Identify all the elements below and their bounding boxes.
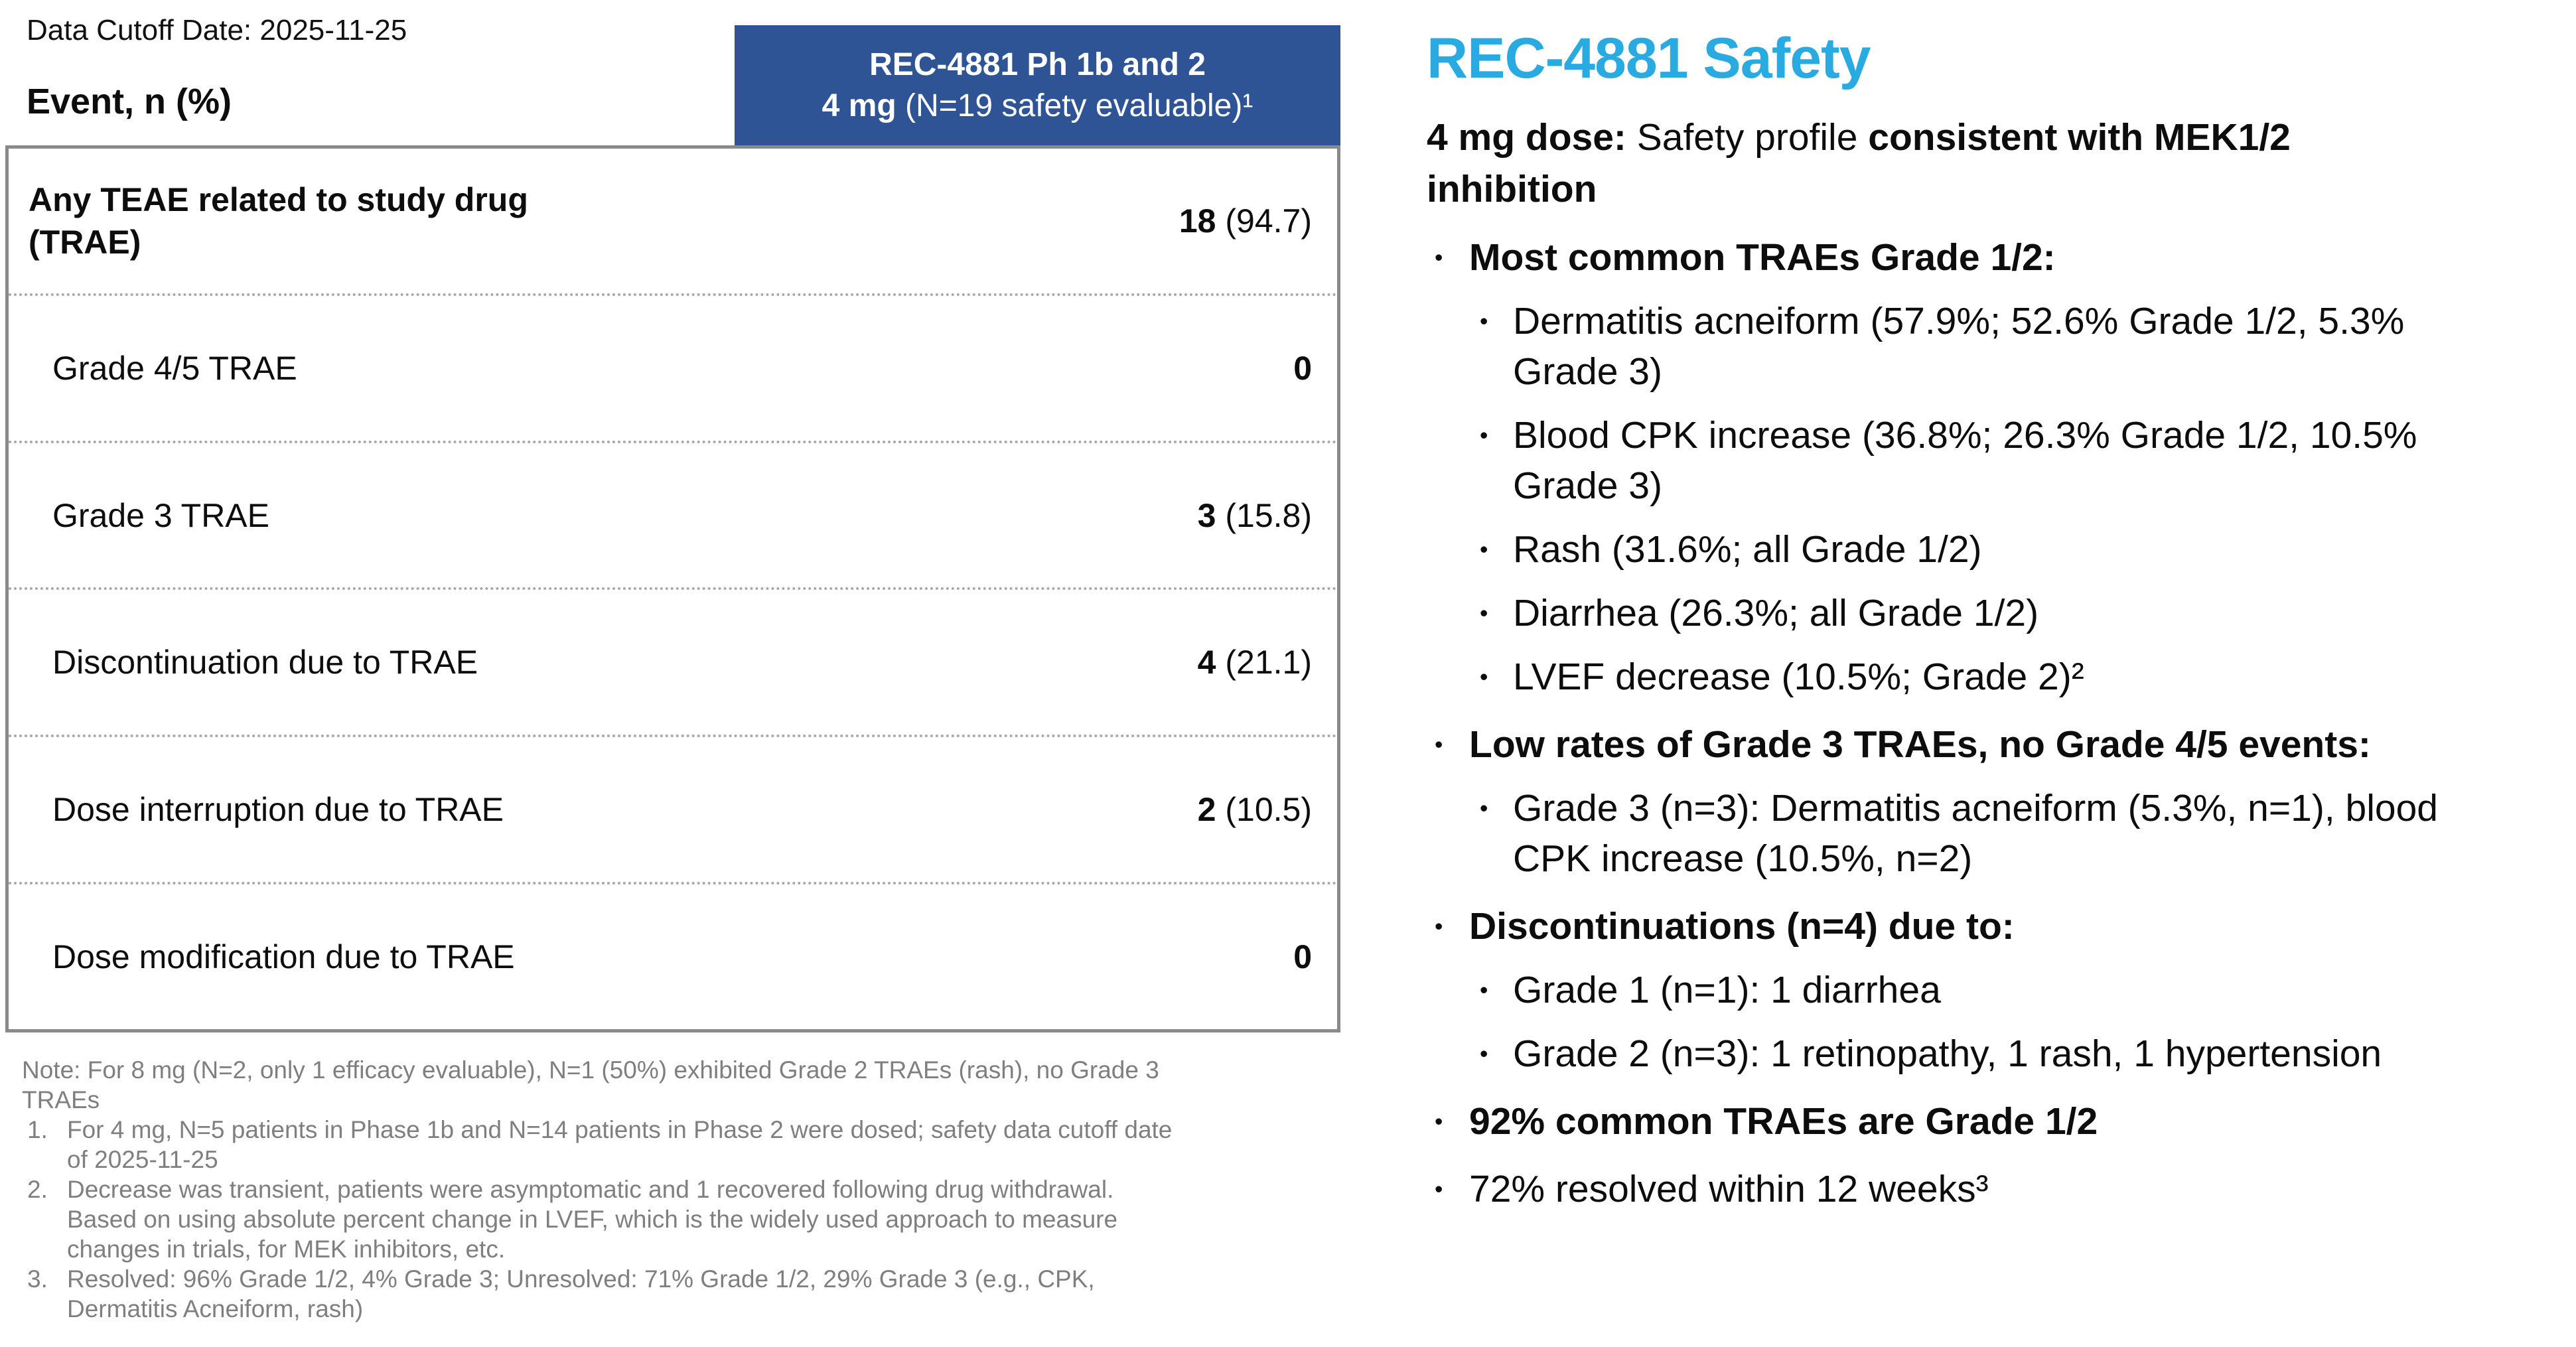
sub-bullet-item: Rash (31.6%; all Grade 1/2): [1427, 524, 2449, 575]
row-value: 18 (94.7): [1179, 202, 1312, 240]
trae-table: Any TEAE related to study drug (TRAE) 18…: [5, 145, 1340, 1032]
row-count: 3: [1197, 496, 1216, 534]
row-count: 0: [1293, 938, 1312, 976]
footnote-list: For 4 mg, N=5 patients in Phase 1b and N…: [22, 1115, 1190, 1324]
row-value: 2 (10.5): [1198, 790, 1312, 829]
row-value: 3 (15.8): [1198, 496, 1312, 535]
data-cutoff-date: Data Cutoff Date: 2025-11-25: [27, 14, 407, 46]
table-row: Dose interruption due to TRAE 2 (10.5): [9, 735, 1337, 882]
row-value: 4 (21.1): [1198, 643, 1312, 681]
safety-bullet-list: Most common TRAEs Grade 1/2: Dermatitis a…: [1427, 232, 2449, 1215]
table-row: Any TEAE related to study drug (TRAE) 18…: [9, 149, 1337, 293]
lead-statement: 4 mg dose: Safety profile consistent wit…: [1427, 111, 2342, 215]
footnote-general: Note: For 8 mg (N=2, only 1 efficacy eva…: [22, 1056, 1159, 1113]
sub-bullet-item: LVEF decrease (10.5%; Grade 2)²: [1427, 652, 2449, 703]
bullet-item: Low rates of Grade 3 TRAEs, no Grade 4/5…: [1427, 719, 2449, 770]
bullet-item: Discontinuations (n=4) due to:: [1427, 901, 2449, 952]
row-label: Discontinuation due to TRAE: [52, 644, 478, 681]
row-label: Dose modification due to TRAE: [52, 938, 515, 976]
sub-bullet-item: Grade 3 (n=3): Dermatitis acneiform (5.3…: [1427, 783, 2449, 884]
row-percent: (21.1): [1216, 644, 1312, 681]
row-value: 0: [1293, 349, 1312, 388]
column-header-study: REC-4881 Ph 1b and 2: [869, 46, 1206, 82]
safety-summary-panel: REC-4881 Safety 4 mg dose: Safety profil…: [1427, 25, 2449, 1215]
footnotes: Note: For 8 mg (N=2, only 1 efficacy eva…: [22, 1055, 1190, 1324]
row-count: 2: [1197, 791, 1216, 829]
row-count: 4: [1197, 644, 1216, 681]
bullet-item: Most common TRAEs Grade 1/2:: [1427, 232, 2449, 283]
sub-bullet-item: Diarrhea (26.3%; all Grade 1/2): [1427, 588, 2449, 639]
sub-bullet-item: Grade 1 (n=1): 1 diarrhea: [1427, 965, 2449, 1016]
column-header-dose-n: 4 mg (N=19 safety evaluable)¹: [735, 86, 1340, 126]
row-percent: (10.5): [1216, 791, 1312, 829]
treatment-column-header: REC-4881 Ph 1b and 2 4 mg (N=19 safety e…: [735, 25, 1340, 145]
column-header-n-evaluable: (N=19 safety evaluable)¹: [905, 88, 1253, 123]
row-count: 0: [1293, 349, 1312, 387]
footnote-item: For 4 mg, N=5 patients in Phase 1b and N…: [27, 1115, 1173, 1173]
safety-table-panel: Data Cutoff Date: 2025-11-25 Event, n (%…: [0, 0, 1354, 1347]
row-count: 18: [1179, 202, 1216, 240]
table-row: Discontinuation due to TRAE 4 (21.1): [9, 587, 1337, 735]
column-header-dose: 4 mg: [822, 88, 906, 123]
row-label: Grade 3 TRAE: [52, 496, 270, 534]
footnote-item: Decrease was transient, patients were as…: [27, 1174, 1118, 1263]
row-percent: (94.7): [1216, 202, 1312, 240]
event-column-header: Event, n (%): [27, 82, 232, 121]
sub-bullet-item: Blood CPK increase (36.8%; 26.3% Grade 1…: [1427, 410, 2449, 511]
row-label: Dose interruption due to TRAE: [52, 791, 504, 829]
sub-bullet-item: Dermatitis acneiform (57.9%; 52.6% Grade…: [1427, 296, 2449, 397]
footnote-item: Resolved: 96% Grade 1/2, 4% Grade 3; Unr…: [27, 1264, 1095, 1322]
row-label: Grade 4/5 TRAE: [52, 349, 297, 387]
bullet-item: 72% resolved within 12 weeks³: [1427, 1164, 2449, 1215]
panel-title: REC-4881 Safety: [1427, 27, 1871, 90]
lead-dose: 4 mg dose:: [1427, 116, 1637, 159]
bullet-item: 92% common TRAEs are Grade 1/2: [1427, 1096, 2449, 1147]
lead-profile: Safety profile: [1636, 116, 1869, 159]
lead-mechanism: consistent with MEK1/2 inhibition: [1427, 116, 2291, 210]
table-row: Grade 4/5 TRAE 0: [9, 293, 1337, 441]
sub-bullet-item: Grade 2 (n=3): 1 retinopathy, 1 rash, 1 …: [1427, 1028, 2449, 1080]
table-row: Grade 3 TRAE 3 (15.8): [9, 440, 1337, 588]
row-percent: (15.8): [1216, 496, 1312, 534]
row-value: 0: [1293, 938, 1312, 976]
table-row: Dose modification due to TRAE 0: [9, 882, 1337, 1029]
row-label: Any TEAE related to study drug (TRAE): [29, 180, 528, 261]
